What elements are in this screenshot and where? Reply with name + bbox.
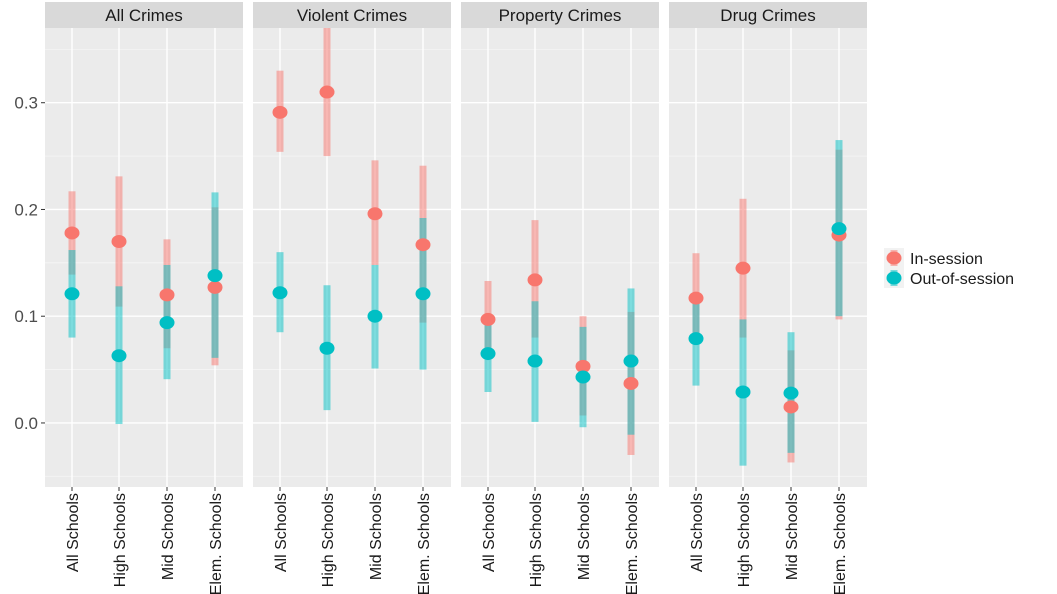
in-session-point [64,226,80,240]
x-tick-label: Elem. Schools [832,493,849,594]
out-of-session-point [480,347,496,361]
out-of-session-point [623,354,639,368]
panel-background [253,28,451,487]
legend-label: Out-of-session [910,271,1014,288]
facet-strip [461,2,659,28]
out-of-session-point [783,386,799,400]
legend-key-point [886,271,902,285]
x-tick-label: High Schools [528,493,545,587]
facet-all-crimes: All Crimes All Schools High Schools Mid Sch… [45,2,243,594]
y-tick-label: 0.2 [14,200,38,219]
in-session-point [575,359,591,373]
x-tick-label: High Schools [112,493,129,587]
x-tick-label: Mid Schools [160,493,177,580]
x-tick-label: Mid Schools [368,493,385,580]
facet-property-crimes: Property Crimes All Schools High Schools Mi… [461,2,659,594]
in-session-point [783,400,799,414]
out-of-session-point [415,287,431,301]
x-tick-label: High Schools [320,493,337,587]
out-of-session-point [207,269,223,283]
out-of-session-point [111,349,127,363]
in-session-point [735,261,751,275]
out-of-session-point [159,316,175,330]
legend: In-session Out-of-session [884,248,1014,288]
y-tick-label: 0.0 [14,414,38,433]
facet-strip-label: Violent Crimes [297,6,407,25]
out-of-session-point [272,286,288,300]
out-of-session-point [527,354,543,368]
facet-strip [253,2,451,28]
facet-strip [45,2,243,28]
facet-panels: All Crimes All Schools High Schools Mid Sch… [45,2,867,594]
legend-item-out-of-session: Out-of-session [884,268,1014,288]
y-tick-label: 0.3 [14,94,38,113]
facet-strip-label: Property Crimes [499,6,622,25]
in-session-point [319,85,335,99]
facet-strip [669,2,867,28]
panel-background [461,28,659,487]
legend-key-point [886,251,902,265]
x-tick-label: All Schools [65,493,82,572]
y-tick-label: 0.1 [14,307,38,326]
out-of-session-point [831,222,847,236]
panel-background [45,28,243,487]
out-of-session-point [367,309,383,323]
in-session-point [272,105,288,119]
in-session-point [415,238,431,252]
in-session-point [688,291,704,305]
out-of-session-point [575,370,591,384]
in-session-point [159,288,175,302]
y-axis: 0.0 0.1 0.2 0.3 [14,94,45,433]
facet-drug-crimes: Drug Crimes All Schools High Schools Mid Sc… [669,2,867,594]
legend-label: In-session [910,251,983,268]
out-of-session-point [64,287,80,301]
in-session-point [207,280,223,294]
x-tick-label: All Schools [689,493,706,572]
x-tick-label: All Schools [273,493,290,572]
legend-item-in-session: In-session [884,248,983,268]
panel-background [669,28,867,487]
in-session-point [111,234,127,248]
x-tick-label: Elem. Schools [208,493,225,594]
out-of-session-point [319,341,335,355]
in-session-point [480,312,496,326]
x-tick-label: Mid Schools [784,493,801,580]
x-tick-label: High Schools [736,493,753,587]
x-tick-label: Elem. Schools [416,493,433,594]
facet-strip-label: Drug Crimes [720,6,815,25]
x-tick-label: Mid Schools [576,493,593,580]
out-of-session-point [688,332,704,346]
x-tick-label: Elem. Schools [624,493,641,594]
in-session-point [527,273,543,287]
facet-strip-label: All Crimes [105,6,182,25]
in-session-point [623,376,639,390]
in-session-point [367,207,383,221]
facet-violent-crimes: Violent Crimes All Schools High Schools Mid… [253,2,451,594]
x-tick-label: All Schools [481,493,498,572]
out-of-session-point [735,385,751,399]
